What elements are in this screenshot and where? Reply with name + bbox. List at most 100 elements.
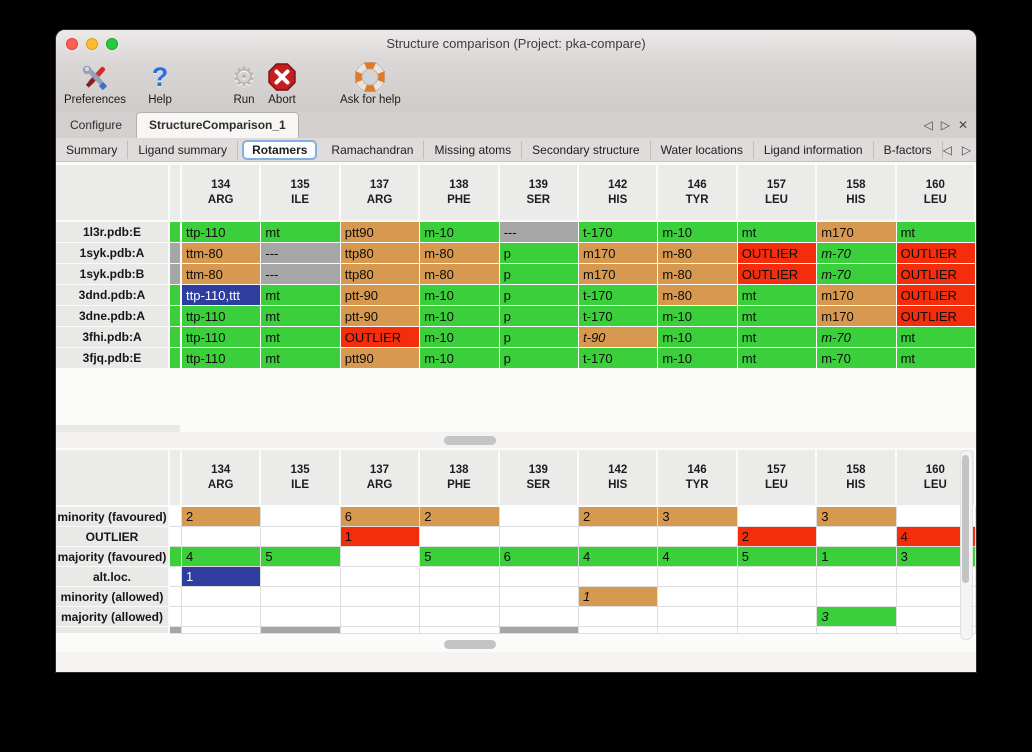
table-cell[interactable]: mt bbox=[261, 222, 341, 243]
table-cell[interactable]: m-10 bbox=[658, 327, 738, 348]
row-label[interactable]: 1l3r.pdb:E bbox=[56, 222, 170, 243]
table-cell[interactable]: m-80 bbox=[658, 243, 738, 264]
row-label[interactable]: 3dne.pdb:A bbox=[56, 306, 170, 327]
table-cell[interactable]: t-170 bbox=[579, 222, 659, 243]
table-cell[interactable]: m-70 bbox=[817, 264, 897, 285]
subtab-scroll-left-icon[interactable]: ◁ bbox=[942, 142, 952, 157]
table-cell[interactable]: m170 bbox=[579, 243, 659, 264]
table-cell[interactable]: p bbox=[499, 306, 579, 327]
toolbar-button-ask-for-help[interactable]: Ask for help bbox=[340, 61, 401, 106]
table-cell[interactable]: OUTLIER bbox=[340, 327, 421, 348]
table-cell[interactable]: ptt-90 bbox=[340, 285, 421, 306]
minimize-traffic-light[interactable] bbox=[86, 38, 98, 50]
toolbar-button-preferences[interactable]: Preferences bbox=[64, 61, 126, 106]
table-cell[interactable]: m-10 bbox=[658, 222, 738, 243]
table-cell[interactable]: ttp-110 bbox=[182, 222, 262, 243]
toolbar-button-run[interactable]: ⚙ Run bbox=[228, 61, 260, 106]
row-label[interactable]: 3dnd.pdb:A bbox=[56, 285, 170, 306]
table-cell[interactable]: ttp-110 bbox=[182, 348, 262, 369]
table-cell[interactable]: mt bbox=[737, 348, 818, 369]
row-label[interactable]: 3fhi.pdb:A bbox=[56, 327, 170, 348]
splitter-handle[interactable] bbox=[444, 436, 496, 445]
table-cell[interactable]: OUTLIER bbox=[896, 285, 976, 306]
subtab-ligand-information[interactable]: Ligand information bbox=[754, 140, 874, 159]
tab-structurecomparison-1[interactable]: StructureComparison_1 bbox=[136, 112, 299, 138]
table-cell[interactable]: mt bbox=[261, 306, 341, 327]
table-cell[interactable]: m170 bbox=[817, 285, 897, 306]
table-cell[interactable]: m-80 bbox=[658, 285, 738, 306]
table-cell[interactable]: mt bbox=[261, 285, 341, 306]
table-cell[interactable]: mt bbox=[261, 348, 341, 369]
table-cell[interactable]: p bbox=[499, 348, 579, 369]
table-cell[interactable]: m170 bbox=[817, 306, 897, 327]
table-cell[interactable]: --- bbox=[261, 243, 341, 264]
subtab-scroll-right-icon[interactable]: ▷ bbox=[961, 142, 972, 157]
subtab-water-locations[interactable]: Water locations bbox=[651, 140, 754, 159]
scrollbar-thumb[interactable] bbox=[962, 455, 969, 583]
table-cell[interactable]: m-10 bbox=[420, 348, 500, 369]
tab-scroll-left-icon[interactable]: ◁ bbox=[923, 118, 933, 132]
table-cell[interactable]: m-10 bbox=[420, 222, 500, 243]
table-cell[interactable]: p bbox=[499, 264, 579, 285]
table-cell[interactable]: mt bbox=[737, 327, 818, 348]
table-cell[interactable]: mt bbox=[896, 222, 976, 243]
table-cell[interactable]: OUTLIER bbox=[896, 306, 976, 327]
toolbar-button-help[interactable]: ? Help bbox=[144, 61, 176, 106]
zoom-traffic-light[interactable] bbox=[106, 38, 118, 50]
selected-cell[interactable]: ttp-110,ttt bbox=[182, 285, 262, 306]
table-cell[interactable]: mt bbox=[896, 327, 976, 348]
table-cell[interactable]: p bbox=[499, 285, 579, 306]
table-cell[interactable]: t-170 bbox=[579, 306, 659, 327]
row-label[interactable]: 3fjq.pdb:E bbox=[56, 348, 170, 369]
table-cell[interactable]: t-170 bbox=[579, 285, 659, 306]
pane-splitter[interactable] bbox=[56, 432, 976, 448]
table-cell[interactable]: mt bbox=[737, 306, 818, 327]
table-cell[interactable]: t-90 bbox=[579, 327, 659, 348]
table-cell[interactable]: ttp-110 bbox=[182, 327, 262, 348]
table-cell[interactable]: ttp-110 bbox=[182, 306, 262, 327]
table-cell[interactable]: t-170 bbox=[579, 348, 659, 369]
subtab-ligand-summary[interactable]: Ligand summary bbox=[128, 140, 239, 159]
table-cell[interactable]: OUTLIER bbox=[896, 264, 976, 285]
table-cell[interactable]: ttm-80 bbox=[182, 264, 262, 285]
table-cell[interactable]: ttm-80 bbox=[182, 243, 262, 264]
table-cell[interactable]: ptt-90 bbox=[340, 306, 421, 327]
table-cell[interactable]: ptt90 bbox=[340, 222, 421, 243]
table-cell[interactable]: OUTLIER bbox=[737, 243, 818, 264]
table-cell[interactable]: mt bbox=[896, 348, 976, 369]
table-cell[interactable]: m-10 bbox=[658, 306, 738, 327]
table-cell[interactable]: m-70 bbox=[817, 243, 897, 264]
table-cell[interactable]: m-10 bbox=[420, 306, 500, 327]
tab-close-icon[interactable]: ✕ bbox=[957, 118, 968, 132]
subtab-missing-atoms[interactable]: Missing atoms bbox=[424, 140, 523, 159]
subtab-rotamers[interactable]: Rotamers bbox=[242, 139, 318, 160]
subtab-b-factors[interactable]: B-factors bbox=[874, 140, 943, 159]
table-cell[interactable]: OUTLIER bbox=[737, 264, 818, 285]
table-cell[interactable]: mt bbox=[261, 327, 341, 348]
table-cell[interactable]: ttp80 bbox=[340, 243, 421, 264]
table-cell[interactable]: m-80 bbox=[658, 264, 738, 285]
table-cell[interactable]: m-70 bbox=[817, 348, 897, 369]
vertical-scrollbar[interactable] bbox=[960, 450, 973, 640]
table-cell[interactable]: p bbox=[499, 243, 579, 264]
table-cell[interactable]: m170 bbox=[579, 264, 659, 285]
tab-configure[interactable]: Configure bbox=[70, 118, 123, 132]
row-label[interactable]: 1syk.pdb:A bbox=[56, 243, 170, 264]
table-cell[interactable]: m-70 bbox=[817, 327, 897, 348]
table-cell[interactable]: m-10 bbox=[420, 327, 500, 348]
table-cell[interactable]: --- bbox=[261, 264, 341, 285]
table-cell[interactable]: mt bbox=[737, 222, 818, 243]
tab-scroll-right-icon[interactable]: ▷ bbox=[940, 118, 950, 132]
table-cell[interactable]: --- bbox=[499, 222, 579, 243]
subtab-summary[interactable]: Summary bbox=[56, 140, 129, 159]
table-cell[interactable]: mt bbox=[737, 285, 818, 306]
row-label[interactable]: 1syk.pdb:B bbox=[56, 264, 170, 285]
table-cell[interactable]: ptt90 bbox=[340, 348, 421, 369]
table-cell[interactable]: m-10 bbox=[658, 348, 738, 369]
table-cell[interactable]: ttp80 bbox=[340, 264, 421, 285]
toolbar-button-abort[interactable]: Abort bbox=[266, 61, 298, 106]
subtab-ramachandran[interactable]: Ramachandran bbox=[321, 140, 425, 159]
table-cell[interactable]: OUTLIER bbox=[896, 243, 976, 264]
table-cell[interactable]: m-10 bbox=[420, 285, 500, 306]
table-cell[interactable]: m-80 bbox=[420, 264, 500, 285]
